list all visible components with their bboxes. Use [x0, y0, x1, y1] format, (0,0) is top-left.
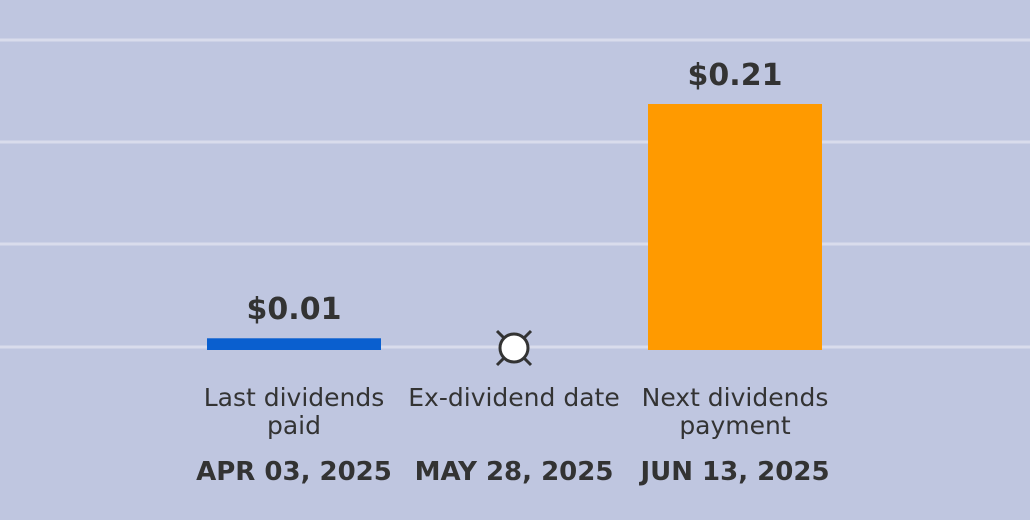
ex-date-marker	[498, 332, 530, 364]
grid	[0, 38, 1030, 349]
value-label: $0.21	[687, 58, 783, 93]
date-label: MAY 28, 2025	[414, 457, 614, 487]
date-label: JUN 13, 2025	[640, 457, 830, 487]
bar	[648, 104, 822, 350]
date-label: APR 03, 2025	[196, 457, 392, 487]
value-label: $0.01	[246, 292, 342, 328]
bar	[207, 338, 381, 350]
category-label: Next dividends payment	[641, 383, 829, 440]
category-label: Ex-dividend date	[408, 383, 620, 412]
category-label: Last dividends paid	[203, 383, 385, 440]
